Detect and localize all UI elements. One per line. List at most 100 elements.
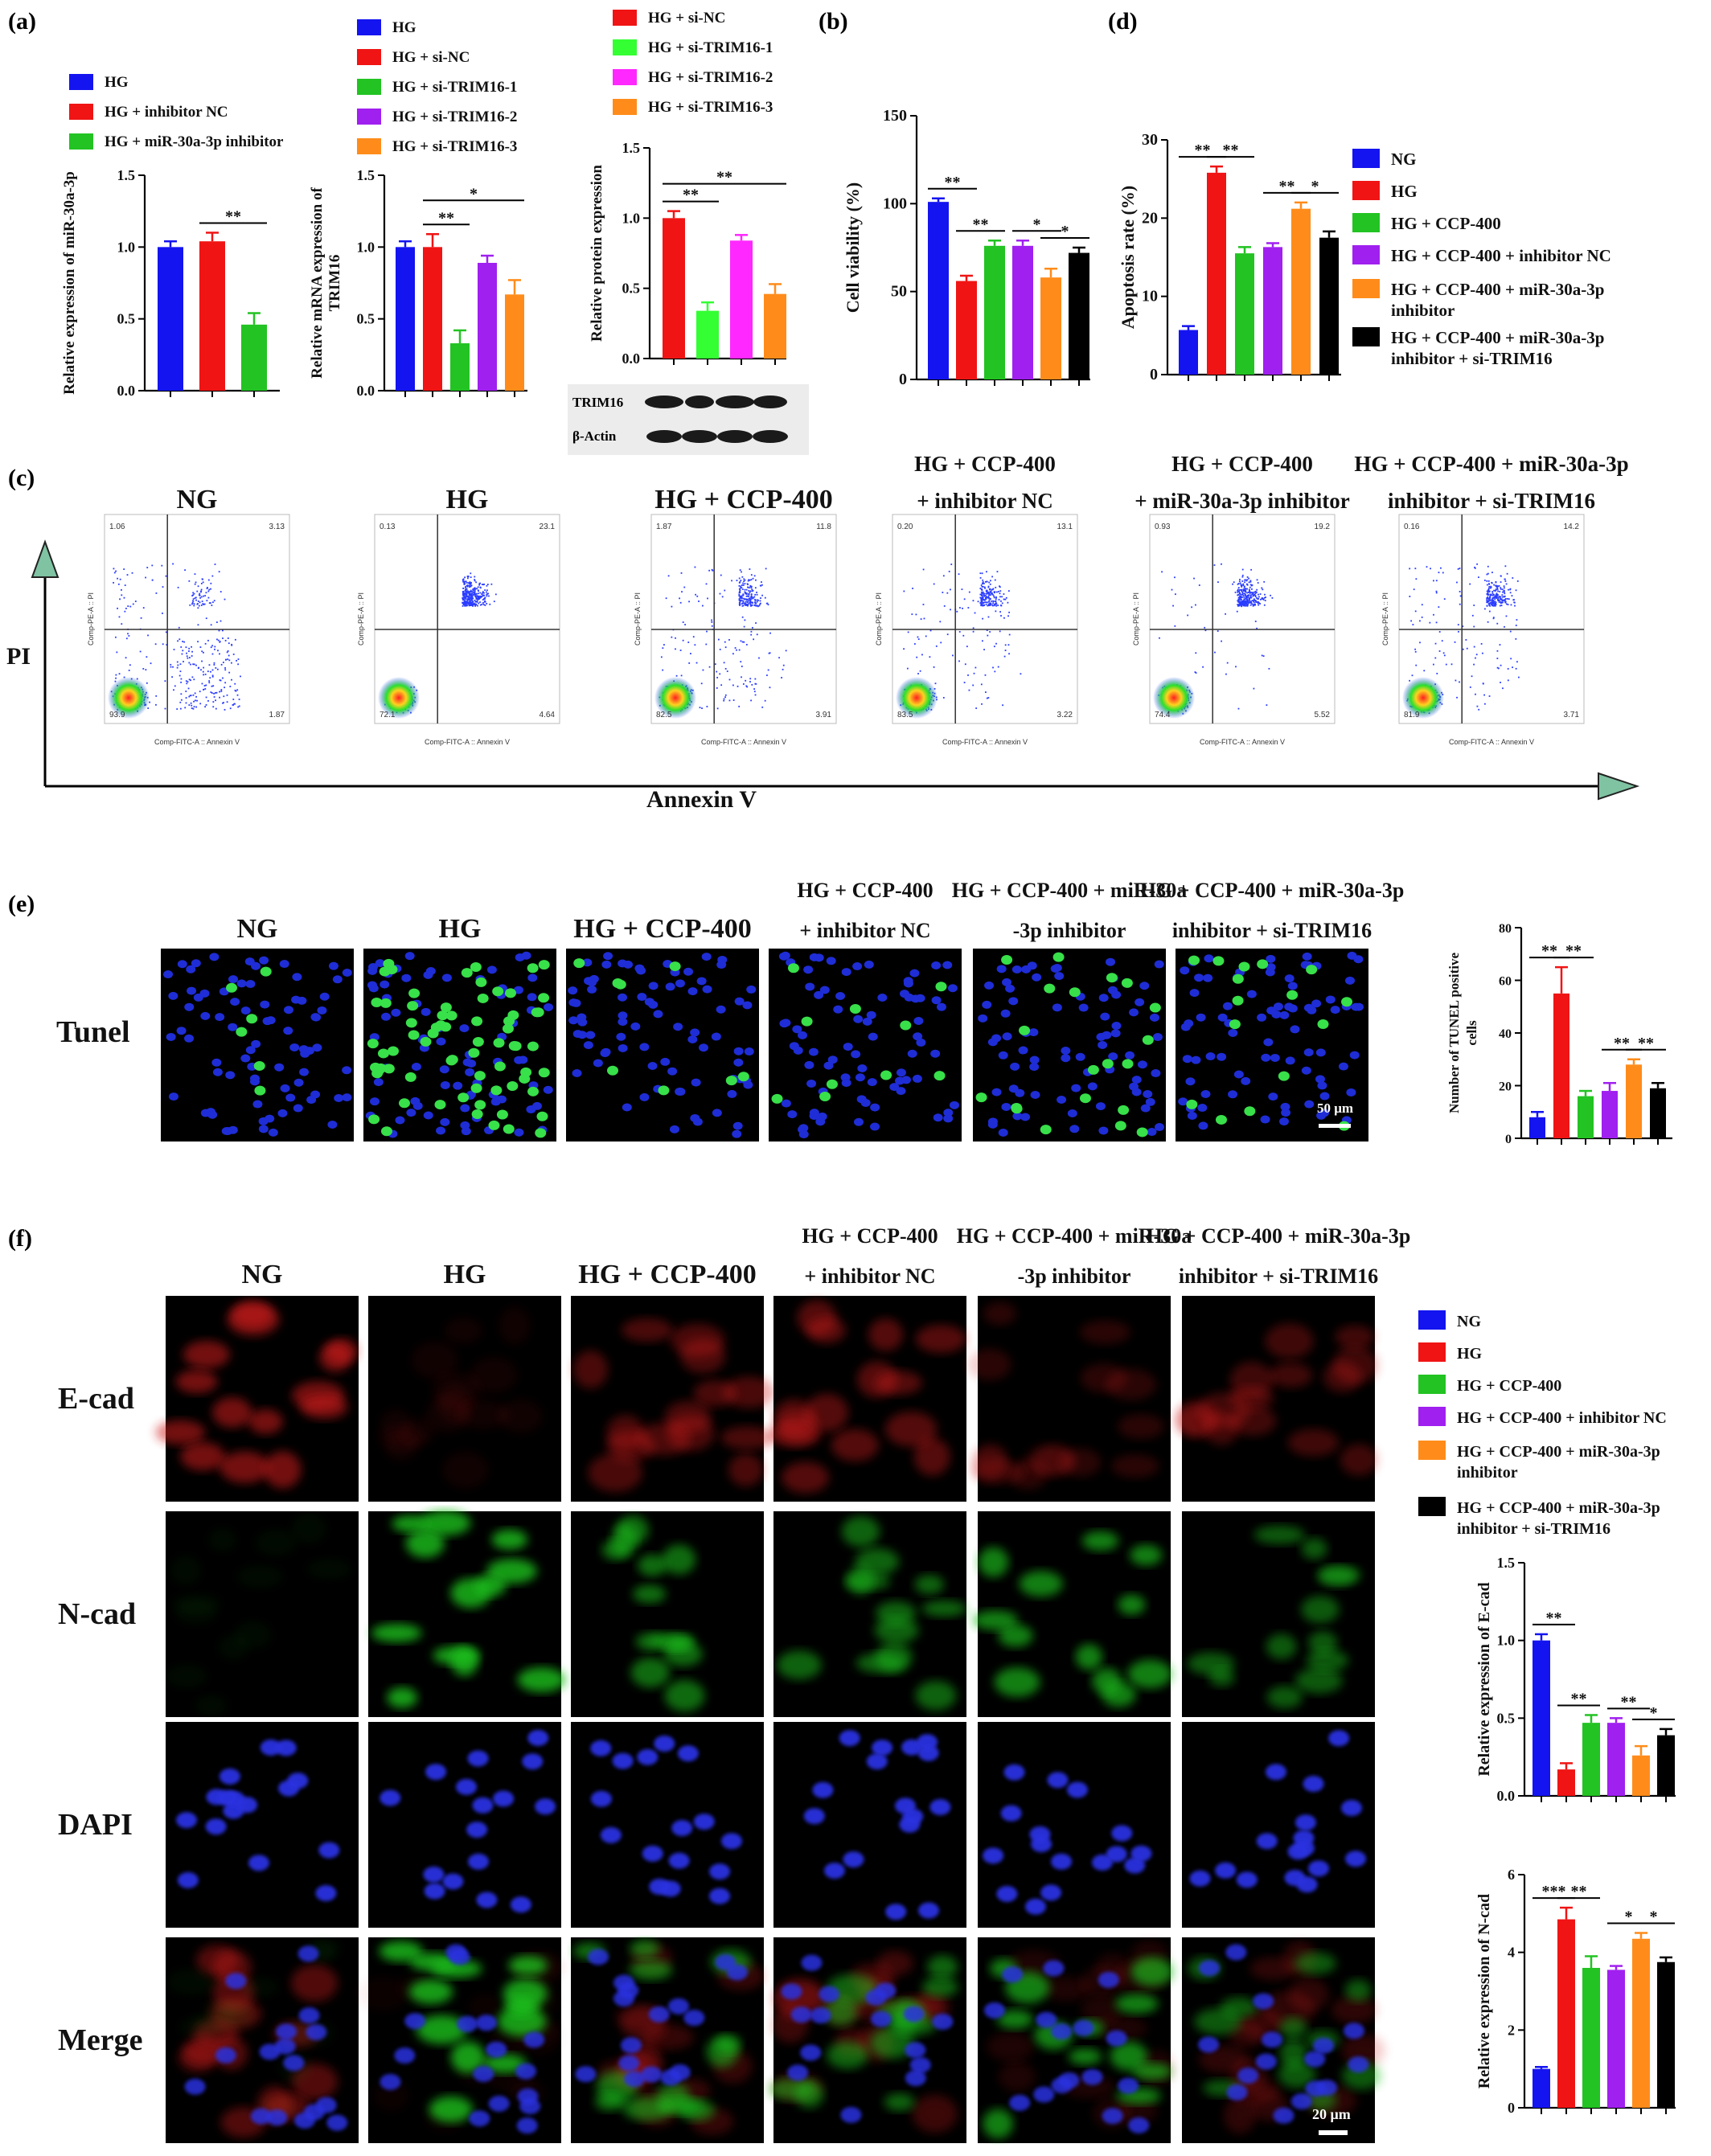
- flow-event: [1486, 593, 1488, 596]
- flow-event: [129, 605, 132, 608]
- flow-event: [983, 592, 986, 595]
- nucleus: [280, 1084, 290, 1092]
- tunel-positive-nucleus: [253, 1060, 265, 1071]
- flow-event: [132, 603, 134, 605]
- flow-event: [464, 576, 466, 579]
- bar: [1657, 1735, 1675, 1796]
- chart-a1: 0.00.51.01.5**Relative expression of miR…: [61, 167, 280, 399]
- flow-x-label: Comp-FITC-A :: Annexin V: [1449, 738, 1534, 746]
- flow-event: [1475, 693, 1476, 695]
- flow-event: [1244, 579, 1245, 581]
- nucleus: [1222, 1002, 1233, 1010]
- flow-event: [1492, 593, 1495, 596]
- legend-label: HG: [105, 74, 129, 91]
- tunel-image: [769, 949, 962, 1142]
- flow-event: [113, 568, 115, 570]
- flow-event: [162, 586, 164, 588]
- flow-event: [742, 605, 745, 607]
- flow-event: [197, 641, 199, 643]
- flow-event: [1502, 601, 1504, 604]
- nucleus: [1180, 1023, 1191, 1031]
- tunel-image-background: [363, 949, 556, 1142]
- flow-event: [958, 573, 960, 576]
- tunel-positive-nucleus: [826, 1079, 838, 1089]
- blot-label-trim16: TRIM16: [572, 395, 623, 410]
- flow-event: [755, 682, 757, 685]
- nucleus: [258, 1125, 269, 1133]
- quadrant-value: 81.9: [1404, 711, 1420, 719]
- tunel-positive-nucleus: [367, 1039, 379, 1049]
- legend-swatch: [69, 74, 93, 90]
- legend-label: HG + si-TRIM16-1: [648, 39, 773, 56]
- flow-event: [211, 692, 213, 694]
- flow-event: [1249, 595, 1252, 596]
- flow-event: [981, 703, 983, 705]
- nucleus: [436, 1037, 446, 1046]
- flow-event: [235, 690, 237, 692]
- flow-event: [979, 602, 982, 605]
- nucleus: [496, 1095, 507, 1104]
- flow-event: [211, 605, 213, 606]
- legend-swatch: [357, 109, 381, 125]
- flow-event: [748, 598, 750, 600]
- flow-event: [986, 601, 988, 604]
- flow-event: [1504, 591, 1505, 593]
- flow-event: [1410, 620, 1413, 622]
- flow-y-label: Comp-PE-A :: PI: [357, 592, 365, 646]
- flow-event: [172, 666, 174, 668]
- flow-event: [463, 598, 466, 600]
- flow-event: [220, 679, 222, 682]
- flow-event: [207, 596, 210, 599]
- flow-event: [921, 654, 923, 656]
- tunel-subtitle: + inhibitor NC: [799, 919, 930, 942]
- flow-event: [118, 673, 121, 675]
- flow-event: [1261, 587, 1263, 589]
- bar: [764, 293, 786, 359]
- flow-event: [756, 599, 758, 601]
- flow-event: [997, 605, 999, 606]
- tunel-positive-nucleus: [471, 1109, 483, 1120]
- flow-event: [207, 670, 209, 673]
- nucleus: [1182, 1055, 1192, 1064]
- flow-event: [196, 699, 198, 702]
- flow-event: [1491, 600, 1494, 602]
- flow-event: [1504, 592, 1506, 595]
- flow-event: [1000, 615, 1002, 617]
- flow-event: [750, 594, 753, 596]
- flow-event: [1241, 605, 1243, 608]
- flow-event: [186, 682, 188, 685]
- tunel-positive-nucleus: [1001, 954, 1013, 965]
- flow-event: [1252, 592, 1254, 595]
- flow-event: [1244, 603, 1245, 605]
- flow-event: [218, 629, 220, 632]
- flow-event: [740, 640, 742, 642]
- flow-event: [486, 593, 488, 596]
- flow-event: [1435, 580, 1438, 582]
- nucleus: [1180, 966, 1190, 975]
- flow-event: [983, 586, 986, 588]
- flow-event: [754, 600, 757, 602]
- flow-event: [222, 677, 224, 679]
- flow-event: [195, 599, 197, 601]
- nucleus: [1233, 1070, 1244, 1079]
- flow-event: [477, 605, 478, 607]
- flow-event: [1251, 603, 1254, 605]
- nucleus: [401, 973, 412, 982]
- flow-event: [184, 569, 186, 572]
- flow-event: [1239, 592, 1241, 595]
- flow-event: [214, 646, 216, 648]
- flow-event: [473, 604, 475, 605]
- flow-event: [968, 689, 970, 691]
- flow-event: [1500, 602, 1502, 605]
- flow-event: [1491, 592, 1494, 594]
- flow-event: [181, 653, 183, 655]
- flow-event: [1217, 581, 1219, 584]
- y-tick-label: 50: [891, 283, 907, 301]
- flow-event: [742, 593, 745, 596]
- flow-event: [679, 597, 681, 600]
- flow-event: [761, 581, 762, 583]
- nucleus: [585, 1031, 596, 1039]
- flow-event: [732, 699, 735, 701]
- flow-event: [1221, 640, 1223, 642]
